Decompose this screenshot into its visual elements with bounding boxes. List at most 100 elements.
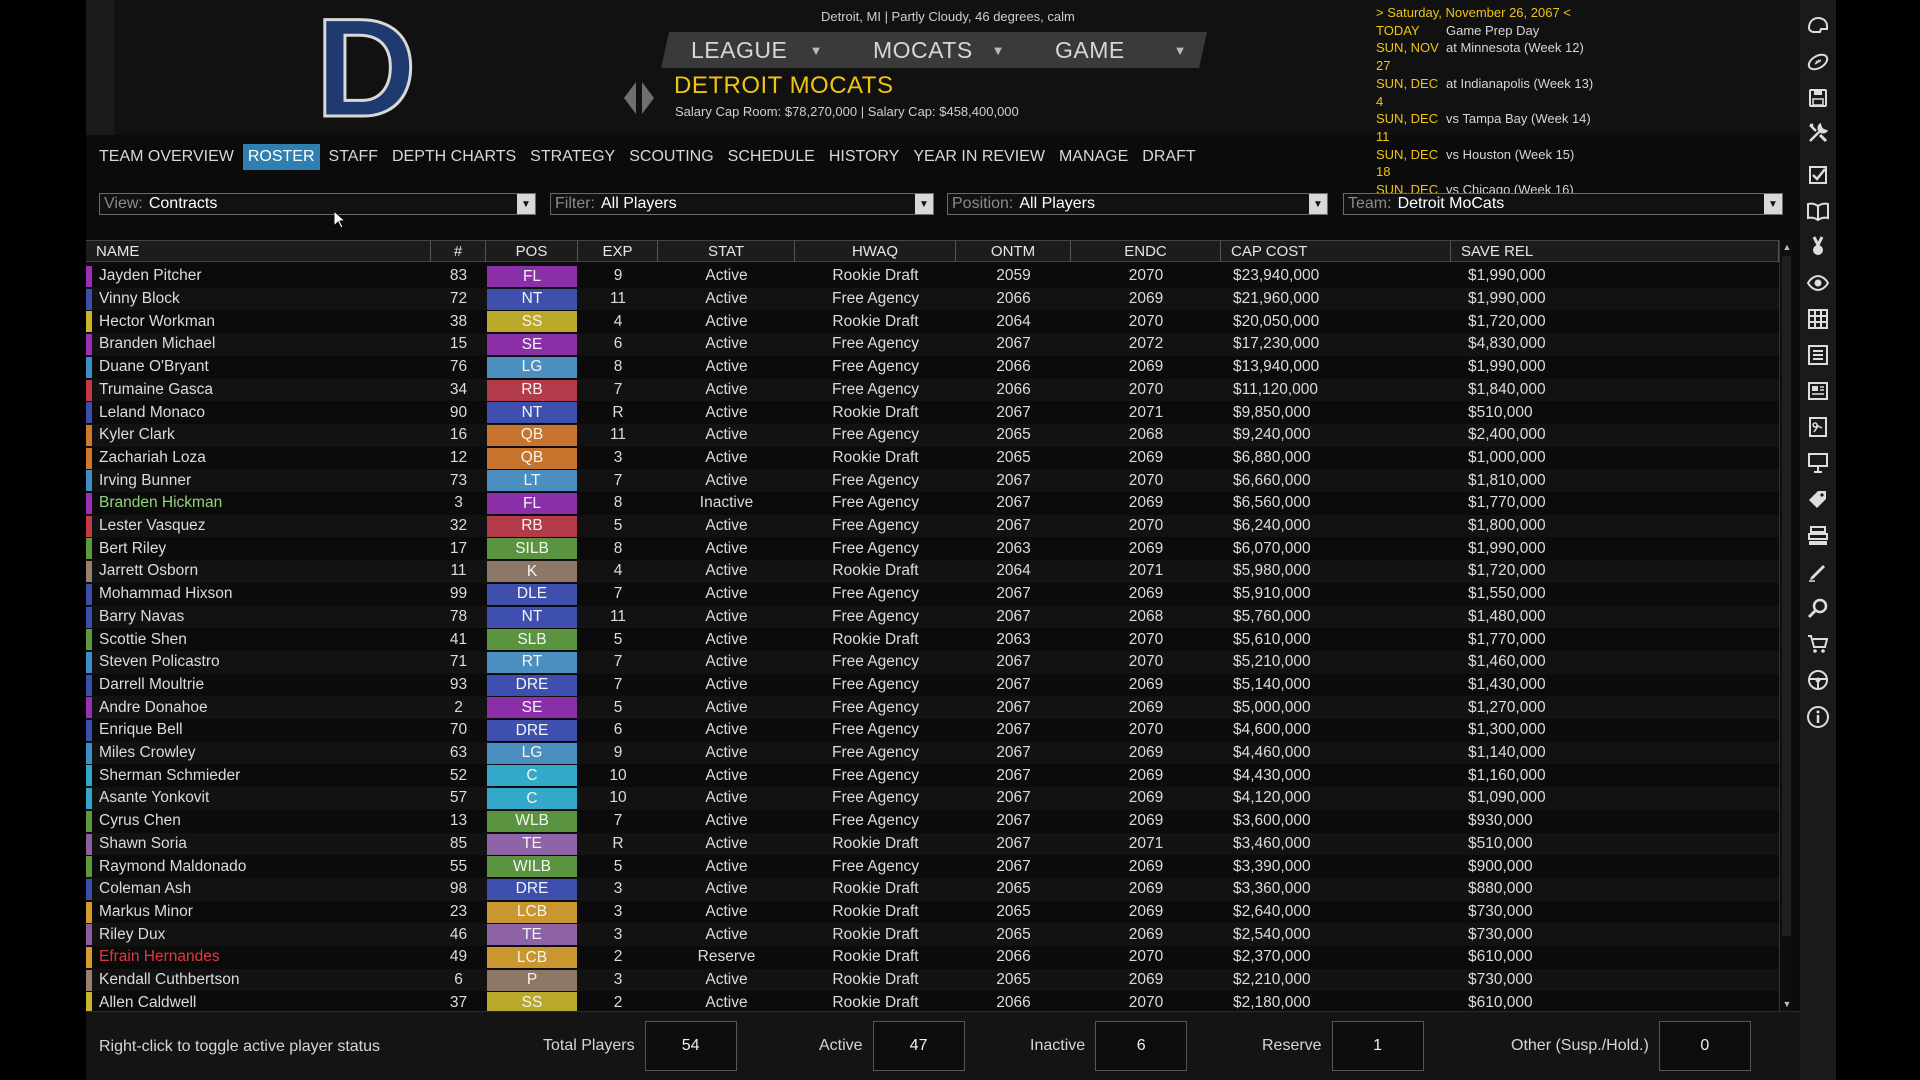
- football-icon[interactable]: [1804, 48, 1832, 76]
- playbook-icon[interactable]: [1804, 413, 1832, 441]
- stack-icon[interactable]: [1804, 522, 1832, 550]
- player-name[interactable]: Coleman Ash: [99, 880, 192, 898]
- chevron-down-icon[interactable]: ▼: [915, 194, 933, 214]
- table-row[interactable]: Sherman Schmieder 52 C 10 Active Free Agency 2…: [86, 764, 1779, 787]
- steering-icon[interactable]: [1804, 666, 1832, 694]
- player-name[interactable]: Duane O'Bryant: [99, 358, 209, 376]
- player-name[interactable]: Bert Riley: [99, 539, 167, 557]
- position-select[interactable]: Position: All Players ▼: [947, 193, 1328, 215]
- column-header-ontm[interactable]: ONTM: [956, 241, 1071, 262]
- table-row[interactable]: Barry Navas 78 NT 11 Active Free Agency 2067 20…: [86, 605, 1779, 629]
- player-name[interactable]: Lester Vasquez: [99, 517, 206, 535]
- column-header-exp[interactable]: EXP: [578, 241, 658, 262]
- player-name[interactable]: Trumaine Gasca: [99, 380, 213, 398]
- helmet-icon[interactable]: [1804, 12, 1832, 40]
- player-name[interactable]: Sherman Schmieder: [99, 766, 241, 784]
- player-name[interactable]: Vinny Block: [99, 290, 180, 308]
- player-name[interactable]: Markus Minor: [99, 902, 193, 920]
- table-row[interactable]: Steven Policastro 71 RT 7 Active Free Agency 2…: [86, 650, 1779, 674]
- player-name[interactable]: Jayden Pitcher: [99, 267, 202, 285]
- table-row[interactable]: Kyler Clark 16 QB 11 Active Free Agency 2065 20…: [86, 423, 1779, 447]
- player-name[interactable]: Mohammad Hixson: [99, 585, 233, 603]
- scroll-thumb[interactable]: [1782, 256, 1791, 936]
- column-header-endc[interactable]: ENDC: [1071, 241, 1221, 262]
- newspaper-icon[interactable]: [1804, 377, 1832, 405]
- cart-icon[interactable]: [1804, 630, 1832, 658]
- table-row[interactable]: Mohammad Hixson 99 DLE 7 Active Free Agency 20…: [86, 583, 1779, 606]
- tab-manage[interactable]: MANAGE: [1058, 148, 1129, 165]
- table-row[interactable]: Andre Donahoe 2 SE 5 Active Free Agency 2067 20…: [86, 696, 1779, 719]
- player-name[interactable]: Efrain Hernandes: [99, 948, 220, 966]
- player-name[interactable]: Jarrett Osborn: [99, 562, 199, 580]
- column-header-name[interactable]: NAME: [86, 241, 431, 262]
- table-row[interactable]: Scottie Shen 41 SLB 5 Active Rookie Draft 2063…: [86, 628, 1779, 651]
- presentation-icon[interactable]: [1804, 449, 1832, 477]
- table-row[interactable]: Bert Riley 17 SILB 8 Active Free Agency 2063 20…: [86, 537, 1779, 560]
- player-name[interactable]: Barry Navas: [99, 607, 185, 625]
- player-name[interactable]: Asante Yonkovit: [99, 789, 210, 807]
- table-row[interactable]: Jayden Pitcher 83 FL 9 Active Rookie Draft 205…: [86, 265, 1779, 288]
- chevron-down-icon[interactable]: ▼: [1764, 194, 1782, 214]
- table-row[interactable]: Kendall Cuthbertson 6 P 3 Active Rookie Draft…: [86, 968, 1779, 992]
- nav-mocats[interactable]: MOCATS ▼: [843, 32, 1025, 68]
- table-row[interactable]: Asante Yonkovit 57 C 10 Active Free Agency 206…: [86, 787, 1779, 810]
- player-name[interactable]: Cyrus Chen: [99, 812, 181, 830]
- tab-scouting[interactable]: SCOUTING: [629, 148, 714, 165]
- column-header-hwaq[interactable]: HWAQ: [795, 241, 956, 262]
- tab-year-in-review[interactable]: YEAR IN REVIEW: [913, 148, 1045, 165]
- player-name[interactable]: Allen Caldwell: [99, 993, 197, 1011]
- table-row[interactable]: Enrique Bell 70 DRE 6 Active Free Agency 2067 2…: [86, 719, 1779, 742]
- award-icon[interactable]: [1804, 233, 1832, 261]
- table-row[interactable]: Raymond Maldonado 55 WILB 5 Active Free Agenc…: [86, 855, 1779, 878]
- column-header-cap-cost[interactable]: CAP COST: [1221, 241, 1451, 262]
- player-name[interactable]: Branden Michael: [99, 335, 216, 353]
- view-select[interactable]: View: Contracts ▼: [99, 193, 536, 215]
- column-header-number[interactable]: #: [431, 241, 486, 262]
- table-row[interactable]: Darrell Moultrie 93 DRE 7 Active Free Agency 2…: [86, 674, 1779, 697]
- player-name[interactable]: Shawn Soria: [99, 834, 187, 852]
- scroll-up-icon[interactable]: ▲: [1782, 242, 1792, 252]
- table-row[interactable]: Vinny Block 72 NT 11 Active Free Agency 2066 20…: [86, 287, 1779, 311]
- table-row[interactable]: Lester Vasquez 32 RB 5 Active Free Agency 2067…: [86, 514, 1779, 538]
- player-name[interactable]: Andre Donahoe: [99, 698, 208, 716]
- tag-icon[interactable]: [1804, 486, 1832, 514]
- search-icon[interactable]: [1804, 594, 1832, 622]
- column-header-pos[interactable]: POS: [486, 241, 578, 262]
- tab-depth-charts[interactable]: DEPTH CHARTS: [392, 148, 517, 165]
- table-row[interactable]: Branden Michael 15 SE 6 Active Free Agency 206…: [86, 333, 1779, 356]
- player-name[interactable]: Riley Dux: [99, 925, 166, 943]
- checkbox-icon[interactable]: [1804, 161, 1832, 189]
- table-scrollbar[interactable]: ▲ ▼: [1779, 240, 1793, 1011]
- save-icon[interactable]: [1804, 84, 1832, 112]
- table-row[interactable]: Allen Caldwell 37 SS 2 Active Rookie Draft 206…: [86, 991, 1779, 1011]
- table-row[interactable]: Leland Monaco 90 NT R Active Rookie Draft 2067…: [86, 401, 1779, 424]
- table-row[interactable]: Irving Bunner 73 LT 7 Active Free Agency 2067 2…: [86, 469, 1779, 492]
- table-row[interactable]: Shawn Soria 85 TE R Active Rookie Draft 2067 20…: [86, 832, 1779, 856]
- table-row[interactable]: Efrain Hernandes 49 LCB 2 Reserve Rookie Draf…: [86, 946, 1779, 969]
- table-row[interactable]: Zachariah Loza 12 QB 3 Active Rookie Draft 206…: [86, 447, 1779, 470]
- eye-icon[interactable]: [1804, 269, 1832, 297]
- schedule-game[interactable]: SUN, DEC 18 vs Houston (Week 15): [1376, 146, 1593, 181]
- info-icon[interactable]: [1804, 703, 1832, 731]
- tab-history[interactable]: HISTORY: [828, 148, 900, 165]
- player-name[interactable]: Kyler Clark: [99, 426, 175, 444]
- table-row[interactable]: Riley Dux 46 TE 3 Active Rookie Draft 2065 2069…: [86, 923, 1779, 946]
- player-name[interactable]: Raymond Maldonado: [99, 857, 247, 875]
- table-row[interactable]: Branden Hickman 3 FL 8 Inactive Free Agency 20…: [86, 492, 1779, 515]
- player-name[interactable]: Branden Hickman: [99, 494, 223, 512]
- tab-staff[interactable]: STAFF: [328, 148, 378, 165]
- chevron-down-icon[interactable]: ▼: [517, 194, 535, 214]
- chevron-down-icon[interactable]: ▼: [1309, 194, 1327, 214]
- player-name[interactable]: Darrell Moultrie: [99, 675, 205, 693]
- table-row[interactable]: Hector Workman 38 SS 4 Active Rookie Draft 206…: [86, 310, 1779, 333]
- tools-icon[interactable]: [1804, 119, 1832, 147]
- table-row[interactable]: Cyrus Chen 13 WLB 7 Active Free Agency 2067 206…: [86, 810, 1779, 833]
- player-name[interactable]: Kendall Cuthbertson: [99, 971, 240, 989]
- table-row[interactable]: Duane O'Bryant 76 LG 8 Active Free Agency 2066…: [86, 356, 1779, 379]
- tab-draft[interactable]: DRAFT: [1142, 148, 1196, 165]
- book-icon[interactable]: [1804, 197, 1832, 225]
- table-row[interactable]: Trumaine Gasca 34 RB 7 Active Free Agency 2066…: [86, 378, 1779, 402]
- tab-roster[interactable]: ROSTER: [242, 144, 320, 170]
- team-select[interactable]: Team: Detroit MoCats ▼: [1343, 193, 1783, 215]
- nav-league[interactable]: LEAGUE ▼: [661, 32, 843, 68]
